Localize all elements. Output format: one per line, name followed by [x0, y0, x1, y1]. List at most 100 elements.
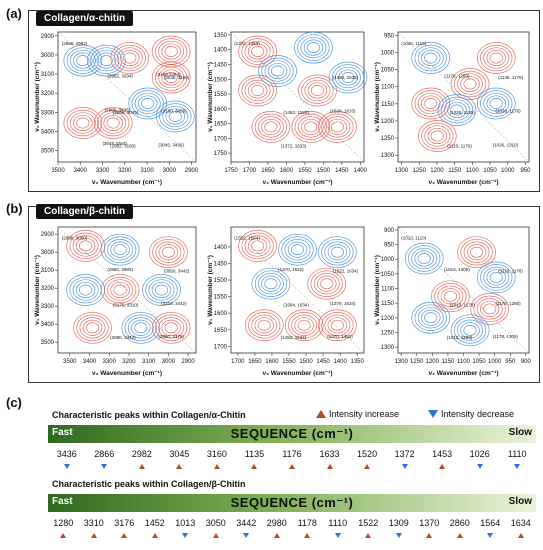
negative-contour: [131, 319, 151, 336]
cross-peak-annotation: (3310, 3442): [161, 301, 187, 306]
y-tick-label: 1100: [381, 85, 395, 91]
y-tick-label: 1350: [214, 33, 228, 39]
positive-contour: [486, 49, 506, 67]
positive-contour: [164, 322, 178, 334]
y-tick-label: 1250: [381, 330, 395, 336]
negative-contour: [258, 55, 297, 87]
negative-contour: [420, 309, 441, 326]
peak-value: 2980: [266, 518, 287, 528]
negative-contour: [134, 322, 148, 334]
positive-contour: [164, 46, 178, 57]
positive-contour: [310, 85, 324, 96]
triangle-up-icon: [316, 410, 326, 418]
cross-peak-annotation: (3160,3264): [156, 72, 181, 77]
positive-contour: [324, 116, 351, 138]
cross-peak-annotation: (3160, 3436): [161, 109, 187, 114]
positive-contour: [427, 127, 448, 145]
positive-contour: [450, 68, 490, 100]
legend-decrease-label: Intensity decrease: [441, 409, 515, 419]
x-tick-label: 1100: [466, 168, 480, 174]
cross-peak-annotation: (1453, 1633): [333, 75, 359, 80]
positive-contour: [453, 70, 487, 98]
peak-value: 1135: [244, 449, 265, 459]
x-tick-label: 1450: [316, 359, 330, 365]
negative-contour: [66, 47, 99, 74]
negative-contour: [328, 61, 368, 94]
legend-decrease: Intensity decrease: [428, 409, 514, 419]
decrease-marker-icon: [401, 464, 408, 469]
peak-value: 1452: [144, 518, 165, 528]
y-tick-label: 1650: [214, 122, 228, 128]
y-tick-label: 2900: [41, 232, 55, 238]
fast-label: Fast: [52, 496, 73, 507]
positive-contour: [247, 43, 268, 60]
y-axis-title: ν₁ Wavenumber (cm⁻¹): [207, 255, 214, 325]
negative-contour: [151, 281, 172, 299]
y-tick-label: 1200: [381, 119, 395, 125]
negative-contour: [440, 96, 474, 124]
positive-contour: [93, 107, 133, 139]
y-tick-label: 1250: [381, 136, 395, 142]
increase-marker-icon: [456, 533, 463, 538]
peak-value: 1633: [319, 449, 340, 459]
cross-peak-annotation: (1520, 1633): [330, 109, 356, 114]
positive-contour: [103, 276, 137, 304]
peak-value: 1564: [480, 518, 501, 528]
peak-value: 3176: [114, 518, 135, 528]
x-tick-label: 1600: [265, 359, 279, 365]
negative-contour: [159, 103, 192, 130]
diagonal-line: [230, 226, 365, 354]
positive-contour: [321, 113, 354, 141]
y-tick-label: 1550: [214, 92, 228, 98]
positive-contour: [251, 85, 265, 96]
peak-value: 1453: [432, 449, 453, 459]
positive-contour: [149, 236, 188, 269]
cross-peak-annotation: (1026, 1135): [450, 110, 476, 115]
increase-marker-icon: [212, 533, 219, 538]
negative-contour: [73, 52, 93, 69]
x-axis-title: ν₂ Wavenumber (cm⁻¹): [428, 179, 498, 186]
positive-contour: [73, 114, 93, 132]
peak-value: 1178: [297, 518, 317, 528]
negative-contour: [69, 49, 96, 72]
decrease-marker-icon: [395, 533, 402, 538]
positive-contour: [97, 109, 130, 137]
negative-contour: [86, 44, 126, 77]
y-tick-label: 3100: [41, 268, 55, 274]
positive-contour: [313, 273, 340, 295]
negative-contour: [107, 239, 134, 261]
positive-contour: [63, 107, 103, 139]
decrease-marker-icon: [63, 464, 70, 469]
cross-peak-annotation: (1013, 1178): [450, 302, 476, 307]
negative-contour: [142, 274, 181, 306]
positive-contour: [103, 114, 123, 132]
peak-value: 1176: [282, 449, 302, 459]
positive-contour: [75, 237, 96, 254]
negative-contour: [486, 95, 506, 112]
negative-contour: [457, 319, 484, 341]
negative-contour: [137, 95, 158, 112]
increase-marker-icon: [439, 464, 446, 469]
x-tick-label: 3500: [51, 168, 65, 174]
negative-contour: [318, 236, 357, 269]
positive-contour: [116, 47, 143, 69]
cross-peak-annotation: (1372, 1453): [234, 41, 260, 46]
positive-contour: [155, 241, 182, 263]
positive-contour: [164, 72, 178, 83]
peak-value: 1280: [53, 518, 74, 528]
x-tick-label: 1500: [317, 168, 331, 174]
x-tick-label: 1350: [350, 359, 364, 365]
negative-contour: [287, 241, 308, 258]
slow-label: Slow: [508, 427, 532, 438]
y-tick-label: 1700: [214, 344, 228, 350]
y-tick-label: 3200: [41, 91, 55, 97]
diagonal-line: [57, 31, 197, 163]
positive-contour: [463, 78, 477, 90]
x-tick-label: 1050: [472, 359, 486, 365]
x-tick-label: 3300: [96, 168, 110, 174]
positive-contour: [287, 312, 321, 339]
positive-contour: [294, 113, 327, 141]
positive-contour: [417, 120, 457, 152]
panel-a-title: Collagen/α-chitin: [36, 11, 134, 26]
peak-value: 3442: [236, 518, 257, 528]
